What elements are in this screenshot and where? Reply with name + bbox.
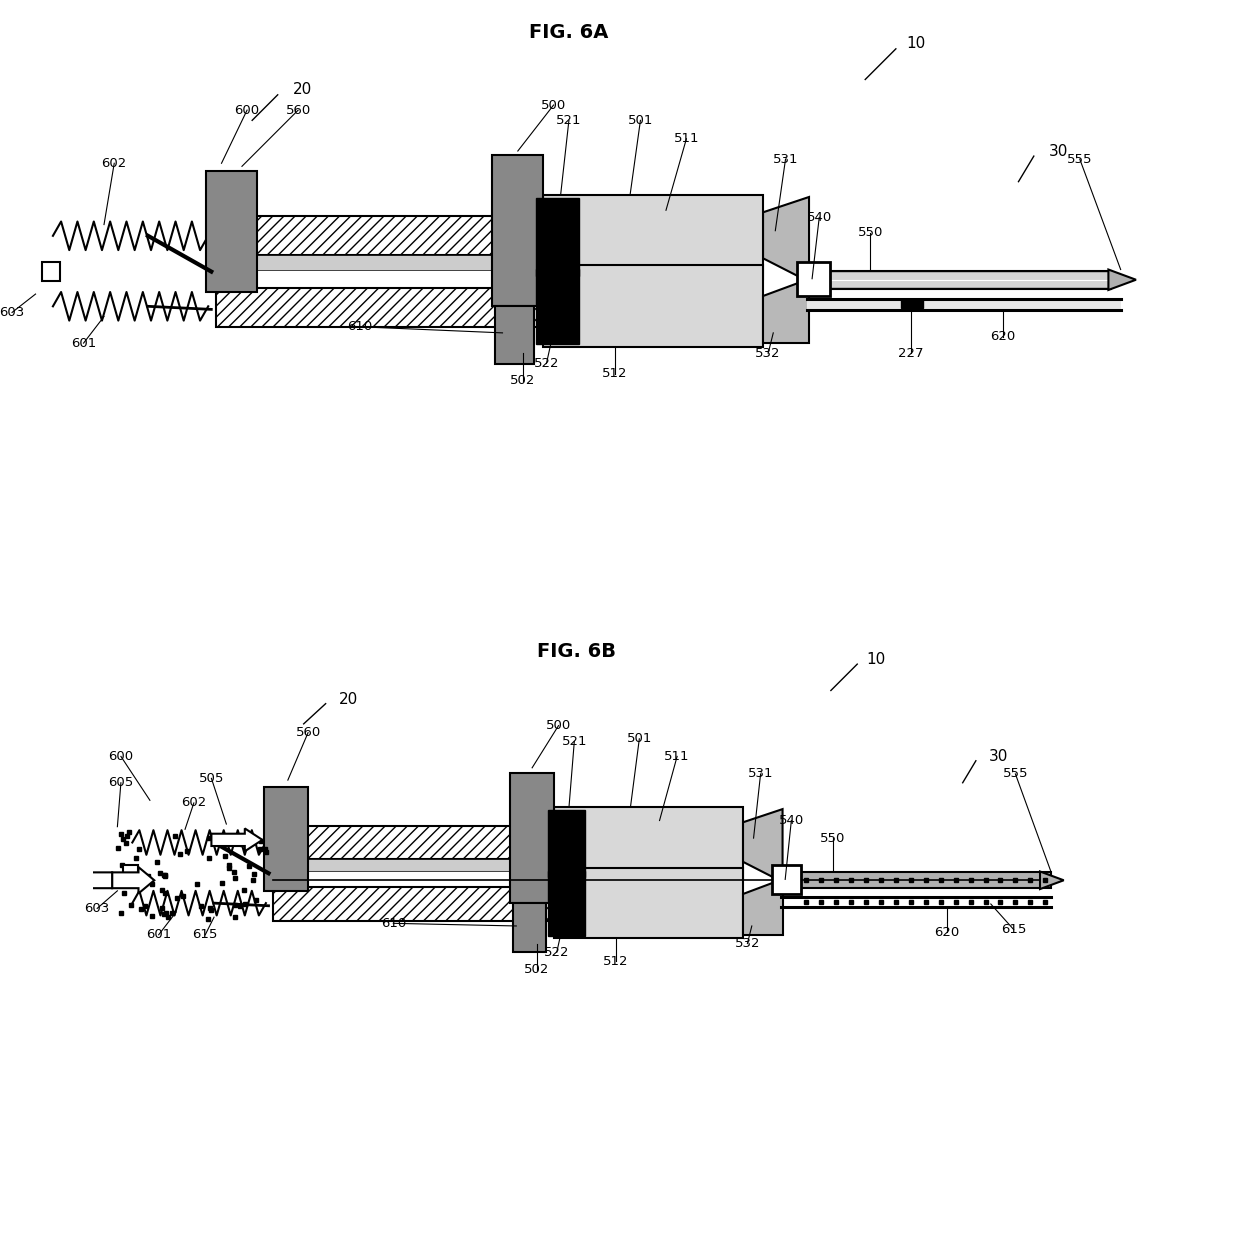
Text: 615: 615 [192, 928, 218, 941]
Bar [797, 263, 831, 296]
Bar [901, 299, 924, 308]
Text: 502: 502 [510, 374, 536, 388]
Text: 550: 550 [858, 226, 883, 239]
Text: 512: 512 [603, 955, 629, 967]
Bar [273, 859, 739, 872]
Text: 10: 10 [906, 36, 925, 51]
Polygon shape [743, 879, 782, 934]
Bar [264, 787, 308, 891]
Text: 615: 615 [1001, 923, 1027, 936]
Text: 601: 601 [71, 337, 97, 349]
Bar [831, 270, 1111, 289]
Text: 555: 555 [1003, 767, 1028, 781]
Text: 501: 501 [627, 114, 653, 126]
Text: 600: 600 [108, 749, 134, 763]
Bar [554, 807, 743, 879]
Bar [217, 288, 758, 327]
Bar [42, 263, 60, 280]
Text: 521: 521 [557, 114, 582, 126]
Text: 603: 603 [84, 902, 110, 914]
Bar [513, 903, 546, 952]
Polygon shape [1109, 269, 1136, 290]
Text: 30: 30 [990, 749, 1008, 764]
Text: 522: 522 [544, 946, 569, 958]
Bar [510, 773, 554, 903]
Text: 502: 502 [523, 963, 549, 976]
Text: 30: 30 [1049, 144, 1069, 159]
Text: 501: 501 [626, 732, 652, 746]
Bar [123, 866, 139, 881]
Text: 532: 532 [734, 937, 760, 950]
Text: 555: 555 [1068, 153, 1092, 165]
Bar [554, 868, 743, 938]
Text: 540: 540 [779, 814, 804, 827]
Text: 603: 603 [0, 306, 25, 319]
Text: 532: 532 [755, 347, 781, 360]
Bar [831, 273, 1111, 286]
Polygon shape [112, 867, 154, 893]
Bar [217, 255, 758, 269]
Text: 531: 531 [773, 153, 799, 165]
Text: 610: 610 [381, 917, 405, 929]
Text: 512: 512 [603, 368, 627, 380]
Text: 522: 522 [533, 357, 559, 370]
Text: 500: 500 [541, 99, 567, 111]
Bar [536, 198, 579, 275]
Polygon shape [211, 828, 263, 851]
Text: 560: 560 [285, 104, 311, 116]
Text: 511: 511 [665, 749, 689, 763]
Bar [548, 871, 585, 936]
Bar [548, 809, 585, 877]
Text: 521: 521 [562, 734, 587, 748]
Text: 531: 531 [748, 767, 774, 781]
Bar [495, 306, 534, 364]
Polygon shape [743, 809, 782, 882]
Bar [543, 195, 763, 279]
Text: 540: 540 [806, 211, 832, 224]
Text: 10: 10 [866, 652, 885, 667]
Text: 602: 602 [181, 797, 207, 809]
Bar [217, 216, 758, 255]
Text: 620: 620 [934, 926, 960, 938]
Bar [807, 299, 1121, 310]
Polygon shape [69, 867, 112, 893]
Bar [801, 872, 1052, 888]
Text: 20: 20 [293, 83, 312, 98]
Text: 500: 500 [546, 719, 572, 732]
Bar [273, 887, 739, 921]
Text: 505: 505 [198, 772, 224, 784]
Polygon shape [763, 279, 808, 343]
Text: 550: 550 [820, 832, 846, 844]
Text: FIG. 6B: FIG. 6B [537, 642, 615, 661]
Text: 610: 610 [347, 320, 372, 333]
Text: FIG. 6A: FIG. 6A [529, 24, 609, 43]
Text: 602: 602 [102, 156, 126, 170]
Text: 511: 511 [673, 133, 699, 145]
Text: 605: 605 [108, 776, 134, 789]
Text: 560: 560 [295, 726, 321, 739]
Text: 620: 620 [991, 330, 1016, 344]
Bar [492, 155, 543, 306]
Text: 227: 227 [899, 347, 924, 360]
Text: 600: 600 [234, 104, 259, 116]
Polygon shape [763, 196, 808, 281]
Bar [543, 265, 763, 348]
Bar [206, 171, 257, 291]
Text: 20: 20 [339, 692, 358, 707]
Bar [273, 826, 739, 859]
Polygon shape [1040, 872, 1064, 889]
Bar [773, 866, 801, 894]
Bar [536, 269, 579, 344]
Text: 601: 601 [146, 928, 171, 941]
